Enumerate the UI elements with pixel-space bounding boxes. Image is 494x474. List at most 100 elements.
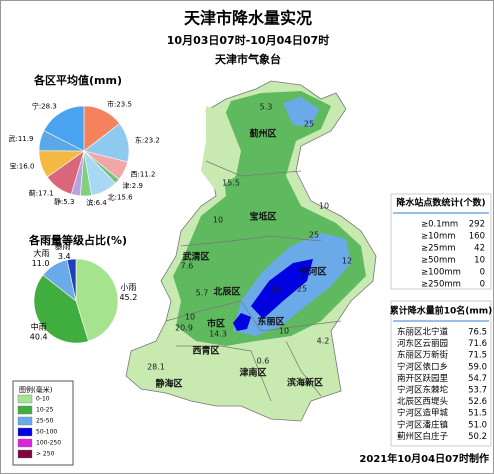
legend-swatch (17, 416, 33, 426)
district-label: 蓟州区 (248, 128, 276, 140)
top10-value: 71.6 (468, 339, 487, 349)
district-border (285, 340, 322, 397)
district-label: 北辰区 (213, 286, 240, 298)
map-annotation: 10 (213, 216, 223, 225)
pie-slice (75, 258, 119, 342)
pie-label: 蓟:17.1 (29, 188, 54, 197)
map-annotation: 5.7 (196, 289, 209, 298)
pie-category: 小雨 (120, 283, 136, 292)
pie-value: 11.0 (32, 259, 50, 268)
map-annotation: 25 (309, 231, 319, 240)
pie-title: 各区平均值(mm) (33, 73, 122, 87)
map-annotation: 0.6 (257, 357, 270, 366)
pie-label: 津:2.9 (122, 182, 143, 190)
top10-station: 宁河区东棘坨 (397, 385, 449, 396)
top10-value: 71.5 (468, 351, 487, 361)
map-annotation: 25 (297, 285, 307, 294)
map-annotation: 10 (279, 327, 289, 336)
top10-box (390, 300, 492, 447)
top10-station: 宁河区潘庄镇 (397, 419, 449, 430)
top10-station: 东丽区北宁道 (397, 327, 449, 338)
map-shapes (125, 80, 377, 422)
pie-category: 暴雨 (55, 242, 71, 251)
map-annotation: 5.3 (260, 103, 273, 112)
top10-title: 累计降水量前10名(mm) (390, 305, 493, 317)
map-annotation: 50 (271, 286, 281, 295)
stats-value: 0 (480, 268, 485, 278)
map-annotation: 14.3 (209, 330, 227, 339)
top10-value: 51.0 (468, 420, 487, 430)
district-border (176, 345, 272, 402)
stats-value: 160 (469, 232, 485, 242)
stats-value: 42 (474, 244, 485, 254)
legend-label: 0-10 (36, 396, 50, 403)
pie-label: 静:5.3 (54, 197, 75, 206)
district-label: 市区 (207, 318, 225, 330)
pie-value: 3.4 (58, 252, 71, 261)
top10-value: 53.7 (468, 386, 487, 396)
top10-value: 52.6 (468, 397, 487, 407)
district-label: 宝坻区 (249, 211, 276, 223)
top10-station: 东丽区万新街 (397, 350, 449, 361)
top10-station: 蓟州区白庄子 (397, 431, 449, 442)
pie-slice (66, 258, 77, 302)
map-zone-light (201, 106, 241, 191)
stats-label: ≥250mm (421, 280, 461, 290)
pie-value: 40.4 (30, 333, 48, 342)
legend-swatch (17, 394, 33, 404)
district-label: 西青区 (192, 345, 219, 357)
map-zone-50-100 (251, 259, 313, 319)
map-annotation: 20.9 (175, 324, 193, 333)
legend-swatch (17, 438, 33, 448)
pie-label: 滨:6.4 (86, 198, 107, 207)
district-label: 津南区 (239, 367, 266, 379)
top10-value: 76.5 (468, 328, 487, 338)
map-annotation: 28.1 (147, 363, 165, 372)
map-annotation: 10 (319, 202, 329, 211)
legend-swatch (17, 427, 33, 437)
pie-label: 市:23.5 (107, 99, 132, 108)
top10-value: 50.2 (468, 432, 487, 442)
map-annotation: 12 (342, 257, 352, 266)
legend-label: 50-100 (36, 429, 57, 436)
stats-value: 0 (480, 280, 485, 290)
pie-label: 东:23.2 (135, 135, 160, 144)
pie-label: 武:11.9 (9, 134, 34, 143)
pie-category: 大雨 (33, 248, 49, 258)
pie-title: 各雨量等级占比(%) (28, 233, 127, 247)
map-annotation: 7.6 (181, 262, 194, 271)
source: 天津市气象台 (215, 52, 281, 66)
pie-label: 宁:28.3 (32, 102, 57, 111)
subtitle: 10月03日07时-10月04日07时 (167, 33, 329, 47)
map-zone-50-100-b (233, 313, 251, 331)
legend-swatch (17, 405, 33, 415)
stats-title: 降水站点数统计(个数) (396, 197, 485, 209)
legend-title: 图例(毫米) (19, 385, 53, 394)
district-label: 宁河区 (299, 266, 326, 278)
top10-station: 北辰区西堤头 (397, 396, 449, 407)
top10-station: 宁河区俵口乡 (397, 361, 448, 372)
map-annotation: 10 (185, 313, 195, 322)
pie-category: 中雨 (31, 322, 47, 332)
top10-station: 宁河区造甲城 (397, 408, 449, 419)
district-border (165, 300, 342, 332)
pie-label: 宝:16.0 (9, 162, 34, 171)
legend-label: 10-25 (36, 407, 54, 414)
pie-label: 西:11.2 (130, 170, 155, 178)
legend-label: 25-50 (36, 418, 54, 425)
stats-label: ≥25mm (421, 244, 456, 254)
pie-value: 45.2 (119, 293, 137, 302)
stats-label: ≥0.1mm (421, 220, 458, 230)
map-annotation: 4.2 (317, 337, 330, 346)
legend-label: 100-250 (36, 440, 61, 447)
stats-label: ≥100mm (421, 268, 461, 278)
map-annotation: 15.5 (222, 179, 240, 188)
district-label: 滨海新区 (287, 377, 323, 389)
top10-station: 河东区云丽园 (397, 338, 448, 349)
map-zone-25-50-north (283, 97, 319, 127)
top10-value: 59.0 (468, 362, 487, 372)
map-annotation: 25 (304, 120, 314, 129)
district-label: 静海区 (155, 378, 182, 390)
